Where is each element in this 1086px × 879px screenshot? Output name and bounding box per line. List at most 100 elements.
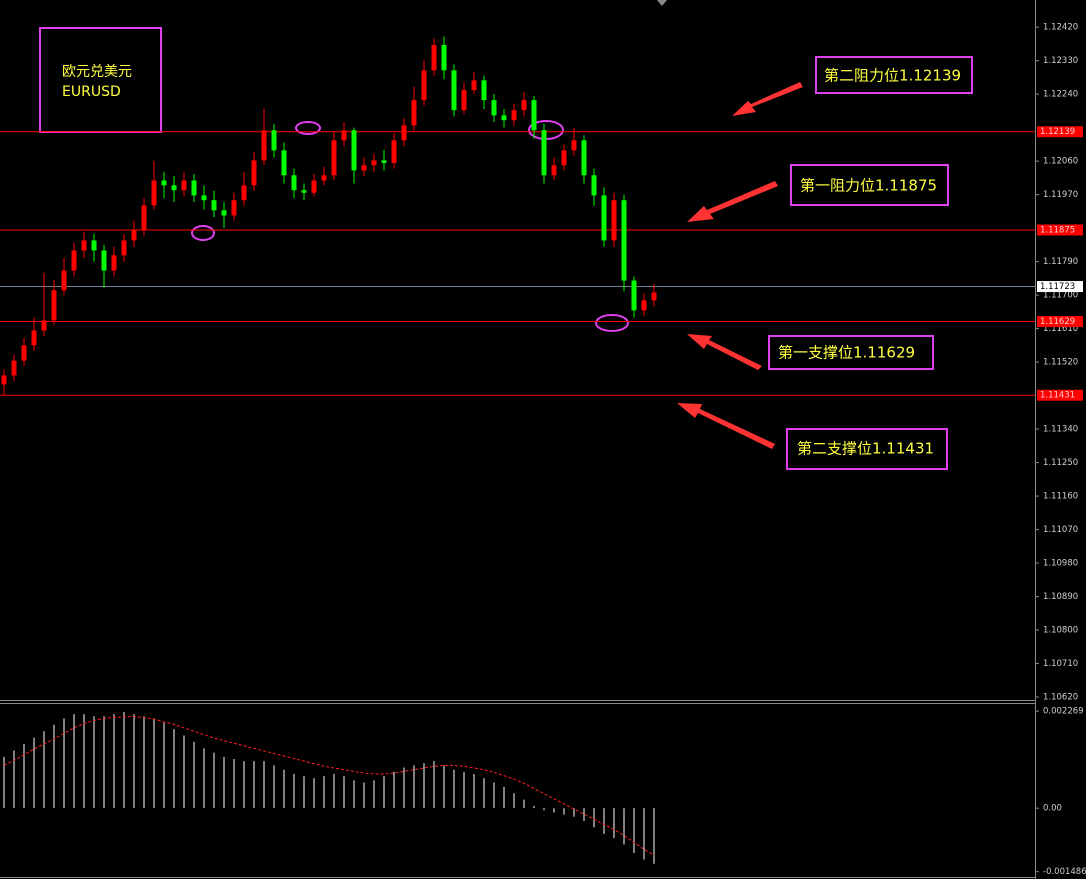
chart-title: 欧元兑美元 [62, 64, 132, 80]
candle-body [631, 280, 637, 311]
candle-body [511, 110, 517, 121]
candle-body [551, 165, 557, 176]
candle-body [611, 200, 617, 241]
y-tick-label: 1.12240 [1043, 90, 1078, 100]
y-tick-label: 1.11610 [1043, 324, 1078, 334]
candle-body [561, 150, 567, 166]
arrow [687, 334, 762, 370]
candle-body [341, 130, 347, 141]
candle-body [11, 360, 17, 376]
candle-body [601, 195, 607, 241]
candle-body [321, 175, 327, 181]
candle-body [331, 140, 337, 176]
candle-body [401, 125, 407, 141]
annotation: 第一阻力位1.11875 [800, 177, 937, 195]
candle-body [391, 140, 397, 163]
level-label-bg [1037, 126, 1083, 138]
scroll-marker [657, 0, 667, 6]
candle-body [181, 180, 187, 191]
y-tick-label: 1.11520 [1043, 358, 1078, 368]
candle-body [381, 160, 387, 163]
candle-body [541, 130, 547, 176]
candle-body [221, 210, 227, 216]
candle-body [291, 175, 297, 191]
candle-body [161, 180, 167, 186]
candle-body [501, 115, 507, 121]
candle-body [461, 90, 467, 111]
candle-body [521, 100, 527, 111]
annotation: 第二阻力位1.12139 [824, 67, 961, 85]
y-tick-label: 1.11790 [1043, 257, 1078, 267]
candle-body [211, 200, 217, 211]
candle-body [41, 320, 47, 331]
candle-body [121, 240, 127, 256]
y-tick-label: 1.11250 [1043, 458, 1078, 468]
candle-body [201, 195, 207, 201]
annotation-box [786, 428, 948, 470]
arrow [687, 181, 778, 222]
y-tick-label: 1.10800 [1043, 626, 1078, 636]
annotation: 第一支撑位1.11629 [778, 344, 915, 362]
annotation-box [768, 335, 934, 370]
y-tick-label: 0.00 [1043, 804, 1062, 814]
y-tick-label: 1.11970 [1043, 190, 1078, 200]
candle-body [451, 70, 457, 111]
candle-body [311, 180, 317, 193]
y-tick-label: 1.11700 [1043, 291, 1078, 301]
level-label: 1.11431 [1040, 391, 1075, 401]
candle-body [231, 200, 237, 216]
candle-body [431, 45, 437, 71]
candle-body [81, 240, 87, 251]
candle-body [191, 180, 197, 196]
candle-body [31, 330, 37, 346]
y-tick-label: 1.12420 [1043, 23, 1078, 33]
candle-body [61, 270, 67, 291]
chart-subtitle: EURUSD [62, 84, 121, 100]
candle-body [71, 250, 77, 271]
candle-body [271, 130, 277, 151]
candle-body [441, 45, 447, 71]
y-tick-label: 1.10980 [1043, 559, 1078, 569]
highlight-ring [191, 225, 215, 241]
level-label: 1.11875 [1040, 225, 1075, 235]
y-tick-label: 1.12060 [1043, 157, 1078, 167]
candle-body [131, 230, 137, 241]
candle-body [111, 255, 117, 271]
candle-body [251, 160, 257, 186]
candle-body [151, 180, 157, 206]
candle-body [281, 150, 287, 176]
highlight-ring [295, 121, 321, 135]
last-price-bg [1037, 281, 1083, 293]
candle-body [581, 140, 587, 176]
annotation-box [790, 164, 949, 206]
y-tick-label: 1.11340 [1043, 425, 1078, 435]
candle-body [241, 185, 247, 201]
level-label: 1.12139 [1040, 127, 1075, 137]
candle-body [411, 100, 417, 126]
candle-body [351, 130, 357, 171]
candle-body [1, 375, 7, 385]
annotation-box [815, 56, 973, 94]
highlight-ring [595, 314, 629, 332]
level-label-bg [1037, 224, 1083, 236]
candle-body [371, 160, 377, 166]
signal-line [3, 716, 655, 856]
candle-body [171, 185, 177, 191]
candle-body [101, 250, 107, 271]
candle-body [261, 130, 267, 161]
last-price-label: 1.11723 [1040, 282, 1075, 292]
candle-body [471, 80, 477, 91]
candle-body [491, 100, 497, 116]
level-label: 1.11629 [1040, 317, 1075, 327]
y-tick-label: 1.10620 [1043, 693, 1078, 703]
candle-body [651, 292, 657, 301]
annotation: 第二支撑位1.11431 [797, 440, 934, 458]
y-tick-label: 1.10890 [1043, 592, 1078, 602]
arrow [732, 82, 803, 116]
y-tick-label: 1.11070 [1043, 525, 1078, 535]
candle-body [21, 345, 27, 361]
candle-body [51, 290, 57, 321]
candle-body [481, 80, 487, 101]
candle-body [421, 70, 427, 101]
